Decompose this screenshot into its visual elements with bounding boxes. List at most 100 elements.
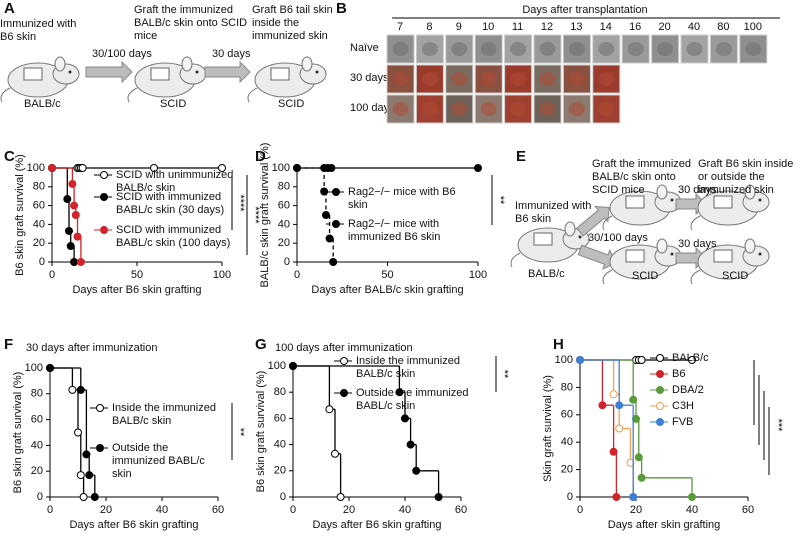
arrow [204,60,251,84]
significance-label: **** [234,194,246,212]
mouse-icon [127,56,207,103]
arrow-label: 30 days [678,238,717,250]
x-tick-label: 20 [343,504,355,516]
photo-graft [392,102,409,116]
arrow-label: 30 days [212,48,251,60]
mouse-icon [690,184,770,231]
mouse-tail [247,87,258,103]
arrow-label: 30/100 days [92,48,152,60]
data-point [48,164,56,172]
photo [415,64,444,94]
x-axis-label: Days after skin grafting [608,519,721,531]
x-tick-label: 0 [577,504,583,516]
significance-label: **** [249,206,261,224]
legend-marker [100,226,108,234]
data-point [609,390,618,399]
photo-graft [421,42,438,56]
photo-graft [598,72,615,86]
legend-marker [96,444,104,452]
mouse-label: SCID [278,98,305,110]
y-tick-label: 20 [274,465,286,477]
photo [592,64,621,94]
photo-graft [480,102,497,116]
photo-graft [510,102,527,116]
panel-label: F [4,336,14,353]
data-point [289,362,297,370]
data-point [79,493,88,501]
legend-marker [656,386,664,394]
y-tick-label: 40 [561,436,573,448]
mouse-icon [0,56,80,103]
mouse-icon [690,238,770,285]
y-axis-label: B6 skin graft survival (%) [14,154,26,276]
data-point [609,447,618,456]
mouse-icon [602,184,682,231]
legend-label: Rag2−/− mice with immunized B6 skin [348,218,441,243]
data-point [71,211,80,219]
photo-graft [539,72,556,86]
mouse-ear [301,56,313,72]
y-tick-label: 100 [272,162,290,174]
x-axis-label: Days after B6 skin grafting [72,284,201,296]
column-label: 20 [658,21,670,33]
photo [562,64,591,94]
photo-graft [451,102,468,116]
step-text: Immunized with B6 skin [515,200,592,225]
x-tick-label: 0 [47,504,53,516]
y-tick-label: 40 [31,439,43,451]
y-tick-label: 40 [33,218,45,230]
data-point [576,356,584,364]
data-point [327,164,336,172]
data-point [70,258,79,266]
data-point [434,493,443,501]
y-tick-label: 20 [561,464,573,476]
photo-graft [480,72,497,86]
column-label: 14 [600,21,612,33]
y-tick-label: 60 [274,412,286,424]
legend-label: C3H [672,400,695,412]
photo-graft [421,72,438,86]
photo-graft [480,42,497,56]
y-tick-label: 100 [27,162,45,174]
step-text: Immunized with B6 skin [0,18,77,43]
legend-label: FVB [672,416,694,428]
row-label: Naïve [350,42,379,54]
x-tick-label: 0 [294,269,300,281]
data-point [85,471,94,480]
data-point [637,473,646,482]
data-point [331,449,339,458]
skin-patch [625,195,645,209]
photo [474,34,503,64]
mouse-tail [602,215,613,231]
data-point [401,414,409,423]
column-label: 40 [688,21,700,33]
legend-marker [656,370,664,378]
column-label: 8 [426,21,432,33]
y-tick-label: 60 [31,414,43,426]
legend-label: Outside the immunized BABL/c skin [356,387,469,412]
photo-graft [598,102,615,116]
mouse-label: BALB/c [528,268,565,280]
step-text: Graft B6 tail skin inside the immunized … [252,4,333,42]
panel-label: B [336,0,347,17]
mouse-eye [315,70,319,74]
legend-label: SCID with unimmunized BALB/c skin [116,169,234,194]
arrow [85,60,133,84]
x-tick-label: 0 [290,504,296,516]
photo-graft [510,42,527,56]
data-point [65,226,73,235]
legend-label: B6 [672,368,686,380]
mouse-ear [744,184,756,200]
data-point [82,450,91,459]
data-point [68,385,77,394]
photo-graft [451,42,468,56]
y-tick-label: 40 [274,439,286,451]
column-label: 7 [397,21,403,33]
y-tick-label: 60 [33,200,45,212]
mouse-tail [690,269,701,285]
panel-label: D [255,148,266,165]
mouse-ear [744,238,756,254]
photo-graft [539,42,556,56]
data-point [325,234,334,243]
grid-title: Days after transplantation [522,4,647,16]
